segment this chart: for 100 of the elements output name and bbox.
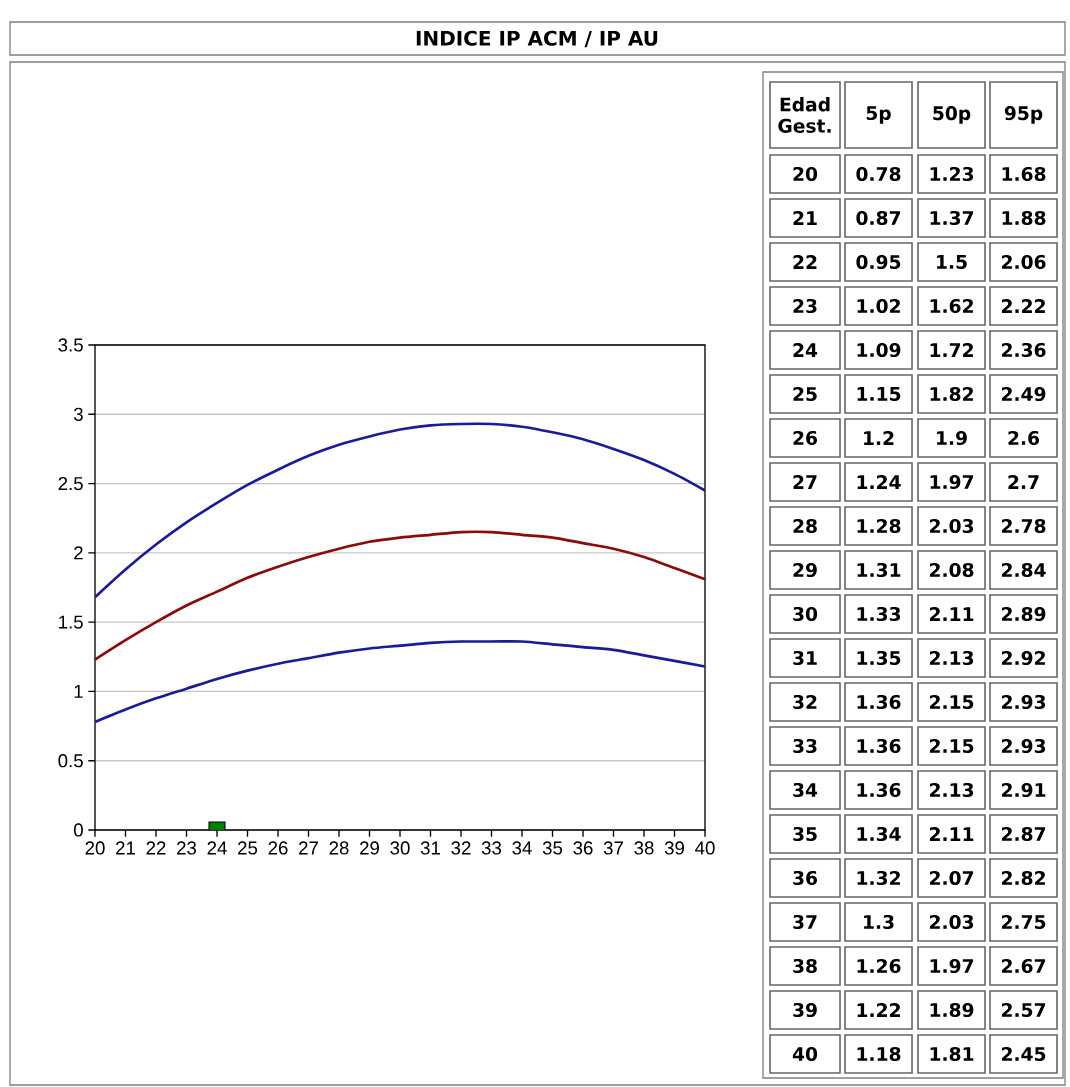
x-tick-label: 35 [542,841,563,855]
x-tick-label: 28 [329,841,349,855]
data-label: 2.84 [1001,562,1046,578]
y-tick-label: 28 [793,518,817,534]
x-tick-label: 33 [481,841,502,855]
data-label: 2.6 [1008,430,1040,446]
data-label: 0.95 [856,254,901,270]
y-tick-label: 27 [793,475,817,489]
data-label: 2.93 [1001,694,1046,710]
y-tick-label: 2.5 [58,476,83,491]
data-label: 1.24 [857,475,901,489]
line-series [95,422,706,599]
data-label: 2.11 [929,607,974,621]
data-label: 2.89 [1001,606,1046,622]
data-label: 2.45 [1001,1046,1046,1062]
data-label: 2.15 [929,738,974,754]
x-tick-label: 95p [1004,106,1043,124]
x-tick-label: 39 [664,841,684,855]
x-tick-label: 23 [177,841,197,855]
x-tick-label: 34 [512,841,532,855]
x-tick-label: 50p [933,106,971,124]
data-label: 2.87 [1001,826,1046,842]
x-tick-label: 38 [634,841,654,855]
data-label: 1.3 [864,914,894,930]
data-label: 1.82 [930,386,973,402]
data-label: 1.81 [930,1046,974,1062]
y-tick-label: 31 [793,650,817,666]
data-label: 1.28 [857,518,901,534]
x-tick-label: 5p [866,106,891,124]
data-label: 1.32 [857,870,900,886]
x-tick-label: 32 [451,841,471,855]
x-tick-label: 37 [603,841,623,855]
data-label: 1.22 [857,1003,900,1017]
data-label: 2.06 [1001,254,1046,270]
y-tick-label: 22 [793,255,817,269]
data-label: 2.15 [929,694,974,710]
data-label: 1.36 [857,738,901,754]
data-label: 1.62 [930,298,973,314]
data-label: 2.13 [929,782,974,798]
y-tick-label: 40 [792,1046,818,1062]
data-label: 1.26 [857,958,901,974]
y-tick-label: 23 [793,298,817,314]
y-tick-label: 39 [793,1002,817,1018]
y-tick-label: 1.5 [59,615,83,629]
y-tick-label: 29 [793,562,817,578]
y-tick-label: 35 [793,826,817,842]
data-label: 1.89 [930,1002,974,1018]
data-label: 2.07 [929,870,974,886]
data-label: 1.18 [857,1046,901,1062]
data-label: 1.15 [857,387,901,401]
y-tick-label: 34 [793,782,818,798]
data-label: 1.09 [857,342,901,358]
data-label: 1.97 [930,474,974,490]
y-tick-label: 33 [793,738,817,754]
x-tick-label: 40 [695,841,715,855]
data-label: 2.57 [1001,1002,1046,1018]
y-tick-label: 37 [793,914,817,930]
data-label: 1.2 [864,431,894,445]
y-tick-label: 20 [793,166,818,182]
x-tick-label: 29 [360,841,379,855]
y-tick-label: 1 [74,685,83,698]
data-label: 2.22 [1001,299,1045,313]
data-label: 1.5 [937,255,967,269]
data-label: 1.9 [937,430,967,446]
data-label: 1.34 [857,826,901,842]
data-label: 1.68 [1002,166,1046,182]
y-tick-label: 26 [793,430,817,446]
data-label: 2.08 [929,562,974,578]
data-label: 1.31 [857,562,901,578]
data-label: 2.36 [1001,342,1046,358]
x-tick-label: 25 [238,841,258,855]
y-tick-label: 36 [793,870,817,886]
data-label: 2.7 [1008,475,1039,489]
data-label: 1.35 [857,650,901,666]
data-label: 1.36 [857,782,901,798]
y-tick-label: 2 [74,546,83,560]
x-tick-label: 36 [573,841,593,855]
data-label: 1.72 [930,343,973,357]
data-label: 2.03 [929,518,974,534]
data-label: 1.97 [930,958,974,974]
x-tick-label: 26 [268,841,288,855]
y-tick-label: 3.5 [58,338,83,352]
y-tick-label: 0.5 [58,754,83,768]
data-label: 2.67 [1001,958,1046,974]
data-label: 2.78 [1001,518,1046,534]
data-label: 1.23 [930,166,974,182]
line-series [95,640,706,724]
chart-title: INDICE IP ACM / IP AU [416,30,658,48]
data-label: 0.78 [856,166,901,182]
data-label: 2.75 [1001,914,1046,930]
y-tick-label: 3 [73,407,83,421]
y-tick-label: 0 [73,823,83,837]
y-tick-label: 38 [793,958,817,974]
data-label: 1.36 [857,694,901,710]
x-tick-label: 27 [299,841,318,855]
x-tick-label: 30 [390,841,410,855]
y-axis-title: Edad Gest. [778,97,831,133]
line-series [95,530,706,661]
data-label: 2.03 [929,914,974,930]
x-tick-label: 22 [146,841,166,855]
